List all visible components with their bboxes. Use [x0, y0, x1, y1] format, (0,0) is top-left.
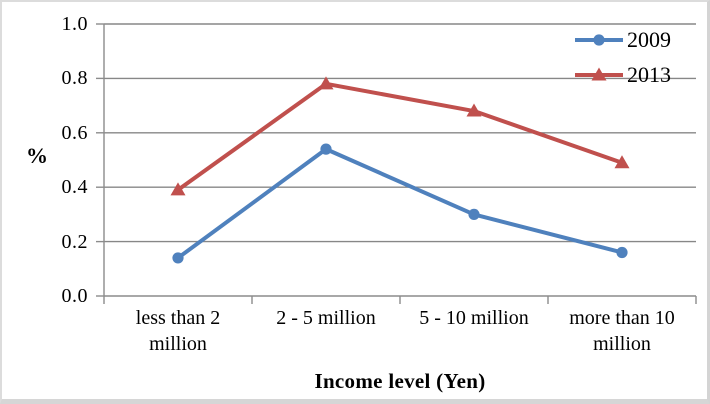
y-axis-title: %	[26, 143, 48, 168]
x-category-label: more than 10 million	[569, 307, 675, 355]
series-2013-marker-triangle	[170, 182, 186, 196]
legend-label: 2009	[627, 27, 671, 52]
series-2009-marker-circle	[616, 246, 628, 259]
y-tick-label: 0.4	[61, 176, 88, 199]
y-tick-label: 0.2	[61, 230, 88, 253]
plot-area	[96, 23, 697, 304]
series-line-2009	[176, 147, 624, 260]
legend-label: 2013	[627, 62, 671, 87]
series-2009-marker-circle	[468, 208, 480, 220]
chart-canvas: % 0.0 0.2 0.4 0.6 0.8 1.0 less than 2 million…	[2, 2, 707, 399]
series-2013-marker-triangle	[466, 103, 482, 117]
series-2013-marker-triangle	[614, 155, 630, 169]
legend-item-2009: 2009	[574, 22, 671, 57]
series-2009-marker-circle	[172, 252, 184, 264]
x-category-label: less than 2 million	[135, 307, 221, 355]
legend-line-triangle-icon	[575, 67, 623, 80]
x-category-label: 5 - 10 million	[419, 307, 529, 329]
series-2013-marker-triangle	[318, 76, 334, 90]
series-line-2013	[176, 81, 624, 192]
x-category-label: 2 - 5 million	[276, 307, 376, 329]
y-tick-label: 0.0	[61, 285, 88, 307]
legend-item-2013: 2013	[574, 57, 671, 92]
y-tick-label: 0.6	[61, 121, 88, 144]
x-axis-title: Income level (Yen)	[314, 369, 486, 393]
series-2009-marker-circle	[320, 143, 332, 155]
legend-line-circle-icon	[575, 33, 623, 46]
y-tick-label: 0.8	[61, 67, 88, 90]
legend: 2009 2013	[574, 22, 671, 92]
y-tick-label: 1.0	[61, 13, 88, 35]
